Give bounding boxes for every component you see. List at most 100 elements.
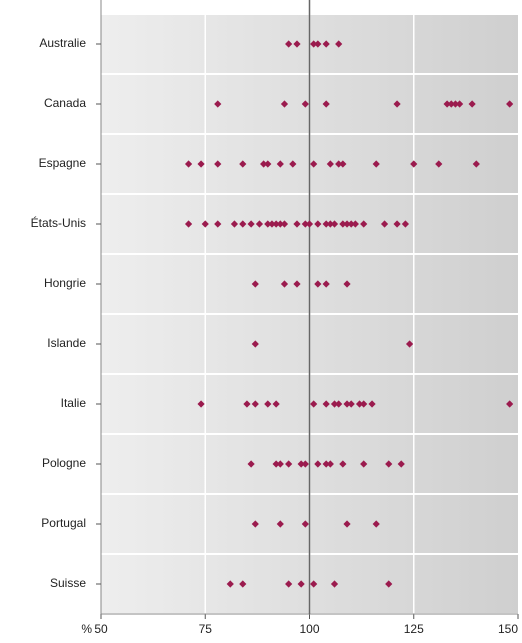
data-point (339, 220, 347, 228)
data-point (339, 160, 347, 168)
data-point (393, 100, 401, 108)
data-point (264, 400, 272, 408)
data-point (214, 100, 222, 108)
data-point (447, 100, 455, 108)
data-point (184, 160, 193, 168)
data-point (372, 160, 380, 168)
data-point (343, 520, 351, 528)
data-point (214, 160, 222, 168)
data-point (251, 400, 259, 408)
x-tick-label: 125 (404, 622, 424, 636)
data-point (355, 400, 364, 408)
data-point (239, 160, 247, 168)
x-tick-label: 75 (199, 622, 213, 636)
data-point (297, 580, 305, 588)
x-axis-label: % (81, 622, 92, 636)
data-point (330, 580, 339, 588)
data-point (443, 100, 451, 108)
y-tick-label: Islande (47, 336, 86, 350)
data-point (251, 340, 259, 348)
data-point (301, 220, 309, 228)
data-point (184, 220, 193, 228)
data-point (314, 280, 322, 288)
data-point (410, 160, 418, 168)
data-point (260, 160, 268, 168)
data-point (351, 220, 359, 228)
y-tick-label: Pologne (42, 456, 86, 470)
data-point (268, 220, 276, 228)
data-point (280, 100, 289, 108)
data-point (330, 400, 339, 408)
data-point (310, 400, 318, 408)
data-point (322, 400, 330, 408)
data-point (360, 220, 368, 228)
data-point (230, 220, 239, 228)
data-point (322, 460, 330, 468)
data-point (289, 160, 297, 168)
data-point (326, 160, 334, 168)
data-point (322, 280, 330, 288)
data-point (326, 460, 334, 468)
data-point (322, 220, 330, 228)
data-point (310, 580, 318, 588)
data-point (380, 220, 389, 228)
data-point (360, 460, 368, 468)
data-point (368, 400, 376, 408)
data-point (251, 520, 259, 528)
data-point (251, 280, 259, 288)
data-point (293, 220, 301, 228)
y-tick-label: Canada (44, 96, 86, 110)
data-point (385, 460, 393, 468)
data-point (280, 280, 289, 288)
data-point (506, 400, 514, 408)
data-point (255, 220, 264, 228)
data-point (472, 160, 480, 168)
data-point (272, 220, 280, 228)
data-point (301, 460, 309, 468)
data-point (385, 580, 393, 588)
data-point (239, 580, 247, 588)
data-point (401, 220, 410, 228)
data-point (276, 520, 284, 528)
data-point (247, 460, 255, 468)
data-point (322, 100, 330, 108)
data-point (343, 220, 351, 228)
data-point (276, 460, 284, 468)
data-point (451, 100, 460, 108)
data-point (276, 160, 284, 168)
data-point (285, 580, 293, 588)
data-point (314, 460, 322, 468)
data-point (301, 520, 309, 528)
y-tick-label: Suisse (50, 576, 86, 590)
data-point (335, 400, 343, 408)
data-point (226, 580, 234, 588)
data-point (293, 280, 301, 288)
data-point (305, 220, 314, 228)
data-point (310, 160, 318, 168)
data-point (468, 100, 476, 108)
data-point (314, 220, 322, 228)
data-point (339, 460, 347, 468)
data-point (272, 460, 280, 468)
data-point (435, 160, 443, 168)
data-point (330, 220, 339, 228)
y-tick-label: Australie (39, 36, 86, 50)
data-point (343, 280, 351, 288)
data-point (360, 400, 368, 408)
data-point (264, 220, 272, 228)
data-point (322, 40, 330, 48)
data-point (214, 220, 222, 228)
data-point (293, 40, 301, 48)
data-point (272, 400, 280, 408)
y-tick-label: Hongrie (44, 276, 86, 290)
data-point (335, 160, 343, 168)
data-point (310, 40, 318, 48)
x-tick-label: 150 (498, 622, 518, 636)
y-tick-label: États-Unis (31, 215, 86, 230)
data-point (243, 400, 251, 408)
data-point (314, 40, 322, 48)
data-point (197, 400, 205, 408)
data-point (201, 220, 209, 228)
data-point (326, 220, 334, 228)
